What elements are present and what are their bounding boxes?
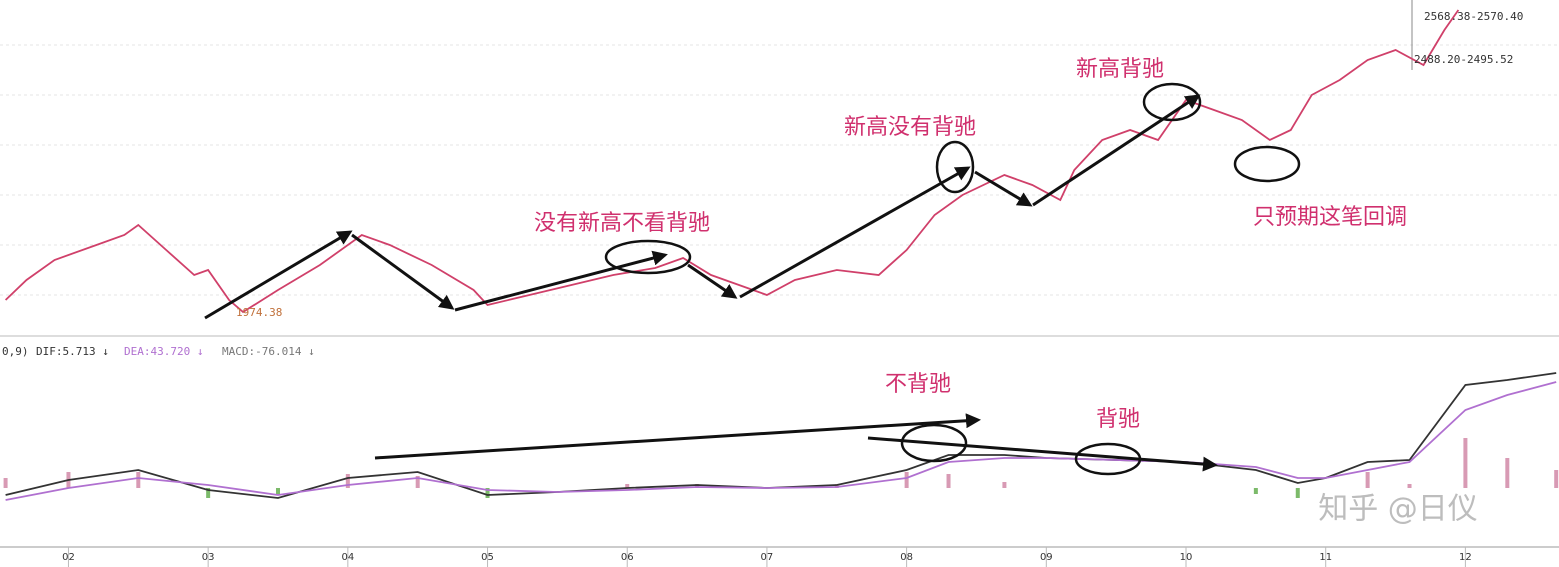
macd-bar [1407, 484, 1412, 488]
macd-bar [834, 484, 839, 488]
macd-bar [206, 488, 211, 498]
x-tick-label: 03 [202, 552, 215, 563]
annotation: 新高没有背驰 [844, 115, 976, 140]
macd-bar [136, 472, 141, 488]
macd-bar [1463, 438, 1468, 488]
macd-bar [1365, 472, 1370, 488]
x-tick-label: 12 [1459, 552, 1472, 563]
x-tick-label: 02 [62, 552, 75, 563]
annotation: 只预期这笔回调 [1253, 205, 1407, 230]
macd-bar [904, 472, 909, 488]
x-tick-label: 07 [761, 552, 774, 563]
x-tick-label: 04 [341, 552, 354, 563]
annotation: 不背驰 [885, 372, 951, 397]
legend-prefix: 0,9) [2, 345, 29, 358]
macd-bar [275, 488, 280, 494]
legend-entry: DIF:5.713 ↓ [36, 345, 109, 358]
annotation: 背驰 [1096, 407, 1140, 432]
macd-bar [946, 474, 951, 488]
highlight-ellipses [604, 82, 1301, 476]
macd-bar [1505, 458, 1510, 488]
macd-bar [1554, 470, 1559, 488]
price-label: 2488.20-2495.52 [1414, 53, 1513, 66]
macd-bar [1295, 488, 1300, 498]
legend-entry: DEA:43.720 ↓ [124, 345, 203, 358]
x-tick-label: 06 [621, 552, 634, 563]
price-label: 2568.38-2570.40 [1424, 10, 1523, 23]
x-tick-label: 08 [900, 552, 913, 563]
macd-bar [3, 478, 8, 488]
macd-bar [1253, 488, 1258, 494]
macd-bar [345, 474, 350, 488]
annotation: 新高背驰 [1076, 57, 1164, 82]
series-line [4, 9, 1460, 314]
annotation: 没有新高不看背驰 [534, 211, 710, 236]
x-tick-label: 09 [1040, 552, 1053, 563]
watermark: 知乎 @日仪 [1318, 492, 1478, 527]
macd-bar [415, 476, 420, 488]
macd-bar [695, 484, 700, 488]
series-line [5, 381, 1557, 501]
background-grid [0, 0, 1559, 548]
macd-bar [1002, 482, 1007, 488]
macd-bar [625, 484, 630, 488]
x-tick-label: 10 [1180, 552, 1193, 563]
x-tick-label: 11 [1319, 552, 1332, 563]
macd-bar [485, 488, 490, 498]
legend-entry: MACD:-76.014 ↓ [222, 345, 315, 358]
x-tick-label: 05 [481, 552, 494, 563]
arrows [204, 94, 1218, 472]
series-line [5, 372, 1557, 499]
price-label: 1974.38 [236, 306, 282, 319]
